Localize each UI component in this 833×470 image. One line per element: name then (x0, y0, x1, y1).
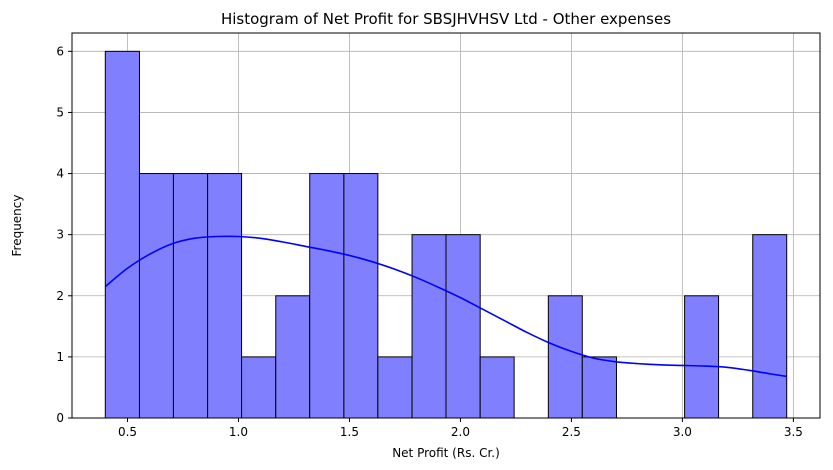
bars (104, 50, 788, 419)
y-axis-ticks: 0 1 2 3 4 5 6 (56, 44, 72, 425)
histogram-bar (104, 50, 140, 419)
histogram-bar (445, 234, 481, 419)
histogram-bar (377, 356, 413, 419)
y-tick-label: 4 (56, 167, 64, 181)
histogram-bar (138, 173, 174, 419)
kde-curve (104, 235, 787, 378)
histogram-bar (309, 173, 345, 419)
x-tick-label: 1.0 (229, 425, 248, 439)
y-tick-label: 3 (56, 228, 64, 242)
y-tick-label: 1 (56, 350, 64, 364)
histogram-bar (275, 295, 311, 419)
y-tick-label: 5 (56, 105, 64, 119)
x-tick-label: 2.0 (451, 425, 470, 439)
histogram-bar (343, 173, 379, 419)
histogram-bar (684, 295, 720, 419)
histogram-bar (411, 234, 447, 419)
x-axis-ticks: 0.5 1.0 1.5 2.0 2.5 3.0 3.5 (118, 418, 803, 439)
x-tick-label: 3.0 (673, 425, 692, 439)
histogram-bar (172, 173, 209, 419)
histogram-bar (547, 295, 583, 419)
x-tick-label: 0.5 (118, 425, 137, 439)
histogram-bar (241, 356, 277, 419)
histogram-bar (581, 356, 617, 419)
y-axis-label: Frequency (10, 195, 24, 257)
histogram-bar (207, 173, 243, 419)
x-tick-label: 3.5 (784, 425, 803, 439)
y-tick-label: 0 (56, 411, 64, 425)
chart-title: Histogram of Net Profit for SBSJHVHSV Lt… (221, 10, 671, 28)
x-axis-label: Net Profit (Rs. Cr.) (392, 446, 500, 460)
histogram-bar (479, 356, 515, 419)
y-tick-label: 2 (56, 289, 64, 303)
kde-curve-layer (104, 235, 787, 378)
x-tick-label: 2.5 (562, 425, 581, 439)
plot-frame (71, 32, 821, 419)
histogram-bar (752, 234, 788, 419)
x-tick-label: 1.5 (340, 425, 359, 439)
y-tick-label: 6 (56, 44, 64, 58)
